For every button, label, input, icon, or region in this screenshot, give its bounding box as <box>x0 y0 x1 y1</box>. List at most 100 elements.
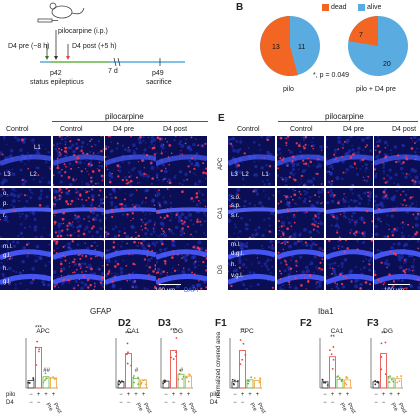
pie1-alive-value: 11 <box>298 44 306 51</box>
label-e-l3: L3 <box>231 172 238 178</box>
gridC-tile-r2-c1 <box>53 240 104 290</box>
dot-f2-0-0 <box>322 381 325 384</box>
sig-stars-f3: ** <box>381 332 386 338</box>
dot-d3-3-0 <box>187 380 190 383</box>
pilo-sign-f3-1: + <box>382 392 386 398</box>
d4-sign-d1-0: − <box>29 400 33 406</box>
d4-sign-d3-1: − <box>172 400 176 406</box>
bar-f2-1 <box>329 356 336 389</box>
sig-stars-f1: ** <box>240 329 245 335</box>
bar-d2-1 <box>125 353 132 389</box>
pilo-sign-f3-2: + <box>389 392 393 398</box>
dot-f1-0-2 <box>237 379 239 382</box>
gridC-tile-r1-c1 <box>53 188 104 238</box>
dot-f3-1-2 <box>380 342 383 345</box>
d4-sign-f1-0: − <box>233 400 237 406</box>
sig-stars-d2: *** <box>125 332 133 338</box>
pilo-sign-d3-3: + <box>187 392 191 398</box>
post-label-d2: Post <box>142 402 153 415</box>
bar-f1-2 <box>246 379 254 389</box>
gfap-title: GFAP <box>90 307 112 316</box>
gridE-tile-r1-c1 <box>277 188 324 238</box>
gridE-tile-r0-c3 <box>374 136 420 186</box>
bar-d2-2 <box>132 378 140 389</box>
d4-post-label: D4 post (+5 h) <box>72 43 117 50</box>
dot-d2-1-0 <box>130 364 133 367</box>
label-e-sp: s.p. <box>231 203 241 209</box>
panel-e-scale-bar <box>388 284 410 285</box>
pie2-dead-value: 7 <box>359 32 363 39</box>
dot-f3-1-0 <box>380 356 383 358</box>
gridC-tile-r0-c1 <box>53 136 104 186</box>
pilo-sign-d3-1: + <box>172 392 176 398</box>
panel-c-pilo-bracket <box>52 121 208 122</box>
post-label-f2: Post <box>346 402 357 415</box>
dot-d1-3-2 <box>54 378 56 380</box>
dot-d1-3-0 <box>52 376 55 378</box>
panel-c-col-3: D4 post <box>163 126 188 133</box>
dot-f3-2-2 <box>388 381 391 384</box>
gridE-tile-r0-c0 <box>228 136 275 186</box>
dot-d3-1-1 <box>172 358 175 360</box>
sacrifice-label: sacrifice <box>146 79 172 86</box>
gridE-tile-r0-c2 <box>326 136 373 186</box>
dot-d1-2-1 <box>44 372 47 375</box>
days-label: 7 d <box>108 68 118 75</box>
bar-f3-0 <box>372 381 380 389</box>
label-l3: L3 <box>4 172 11 178</box>
legend-alive-label: alive <box>367 4 382 11</box>
dot-d1-0-4 <box>32 378 35 380</box>
bar-d1-1 <box>35 346 42 389</box>
drug-label: pilocarpine (i.p.) <box>58 28 108 35</box>
dot-d2-3-2 <box>142 379 144 382</box>
gridE-tile-r2-c0 <box>228 240 275 290</box>
pie1-dead-value: 13 <box>272 44 280 51</box>
dot-d2-0-0 <box>119 381 122 384</box>
dot-d1-0-2 <box>28 381 31 384</box>
panel-c-col-1: Control <box>60 126 83 133</box>
legend-dead-label: dead <box>331 4 347 11</box>
sig-hash-d1: ## <box>43 368 50 374</box>
dot-d2-3-3 <box>140 381 143 384</box>
dot-f1-0-1 <box>232 382 235 385</box>
dot-d1-1-2 <box>36 340 39 343</box>
d3-letter: D3 <box>158 318 171 329</box>
label-p: p. <box>3 201 9 207</box>
dot-d2-3-4 <box>140 383 143 385</box>
dot-d1-1-1 <box>38 348 41 351</box>
pilo-sign-d3-0: − <box>164 392 168 398</box>
dot-f2-1-1 <box>332 358 335 361</box>
pilo-sign-f3-0: − <box>374 392 378 398</box>
dot-d2-2-0 <box>133 381 136 384</box>
pie2-label: pilo + D4 pre <box>356 86 396 93</box>
label-e-sr: s.r. <box>231 213 240 219</box>
bar-f3-2 <box>387 377 395 389</box>
dot-f3-0-0 <box>374 380 377 382</box>
f3-letter: F3 <box>367 318 379 329</box>
gridC-tile-r0-c0 <box>0 136 51 186</box>
pilo-sign-f1-1: + <box>241 392 245 398</box>
bar-d3-2 <box>177 373 185 389</box>
panel-c-image-grid <box>0 136 210 304</box>
label-e-ml: m.l. <box>231 242 241 248</box>
dot-d2-2-2 <box>132 376 135 379</box>
gridC-tile-r0-c2 <box>105 136 156 186</box>
dot-d3-0-4 <box>164 379 166 382</box>
d4-sign-d3-0: − <box>164 400 168 406</box>
dot-d2-1-2 <box>127 351 129 354</box>
d4-sign-f2-1: − <box>331 400 335 406</box>
dot-f2-1-4 <box>330 353 333 356</box>
gridE-tile-r2-c1 <box>277 240 324 290</box>
pie-d4pre-dead <box>348 16 378 46</box>
label-l2: L2 <box>30 172 37 178</box>
gridE-tile-r1-c0 <box>228 188 275 238</box>
label-gl: g.l. <box>3 253 12 259</box>
row-label-d4-0: D4 <box>6 400 14 406</box>
sig-hash-d2: # <box>135 368 139 374</box>
d4-sign-f3-0: − <box>374 400 378 406</box>
dot-d1-1-0 <box>35 364 38 366</box>
pie-pilo <box>260 16 320 76</box>
f1-letter: F1 <box>215 318 227 329</box>
row-label-pilo-0: pilo <box>6 392 16 398</box>
